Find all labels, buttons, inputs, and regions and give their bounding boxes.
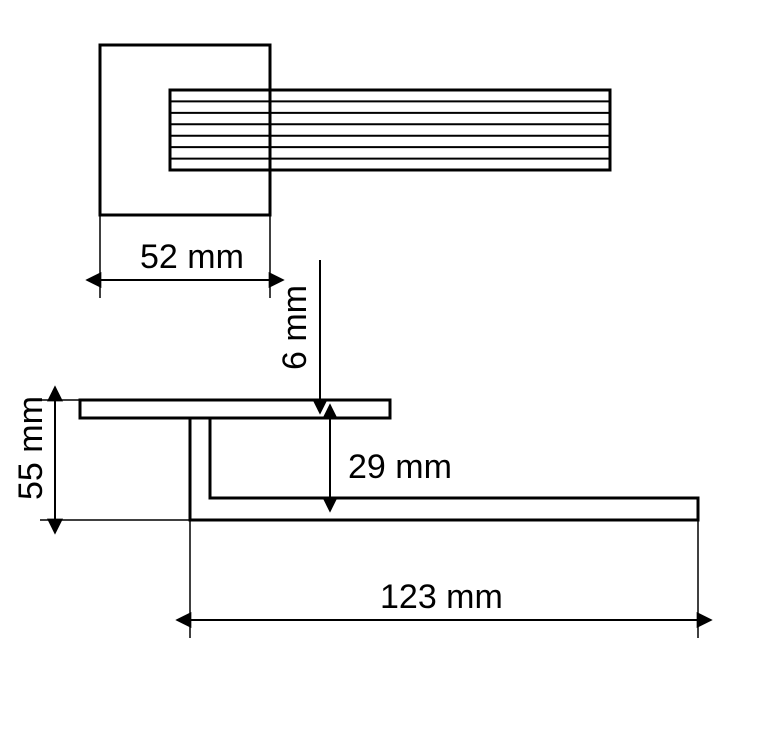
dim-29mm-text: 29 mm — [348, 448, 452, 486]
top-view-rose — [100, 45, 270, 215]
dim-6mm-text: 6 mm — [276, 285, 314, 370]
dim-123mm-text: 123 mm — [380, 578, 503, 616]
side-view-plate — [80, 400, 390, 418]
dim-52mm-text: 52 mm — [140, 238, 244, 276]
dim-55mm-text: 55 mm — [12, 396, 50, 500]
